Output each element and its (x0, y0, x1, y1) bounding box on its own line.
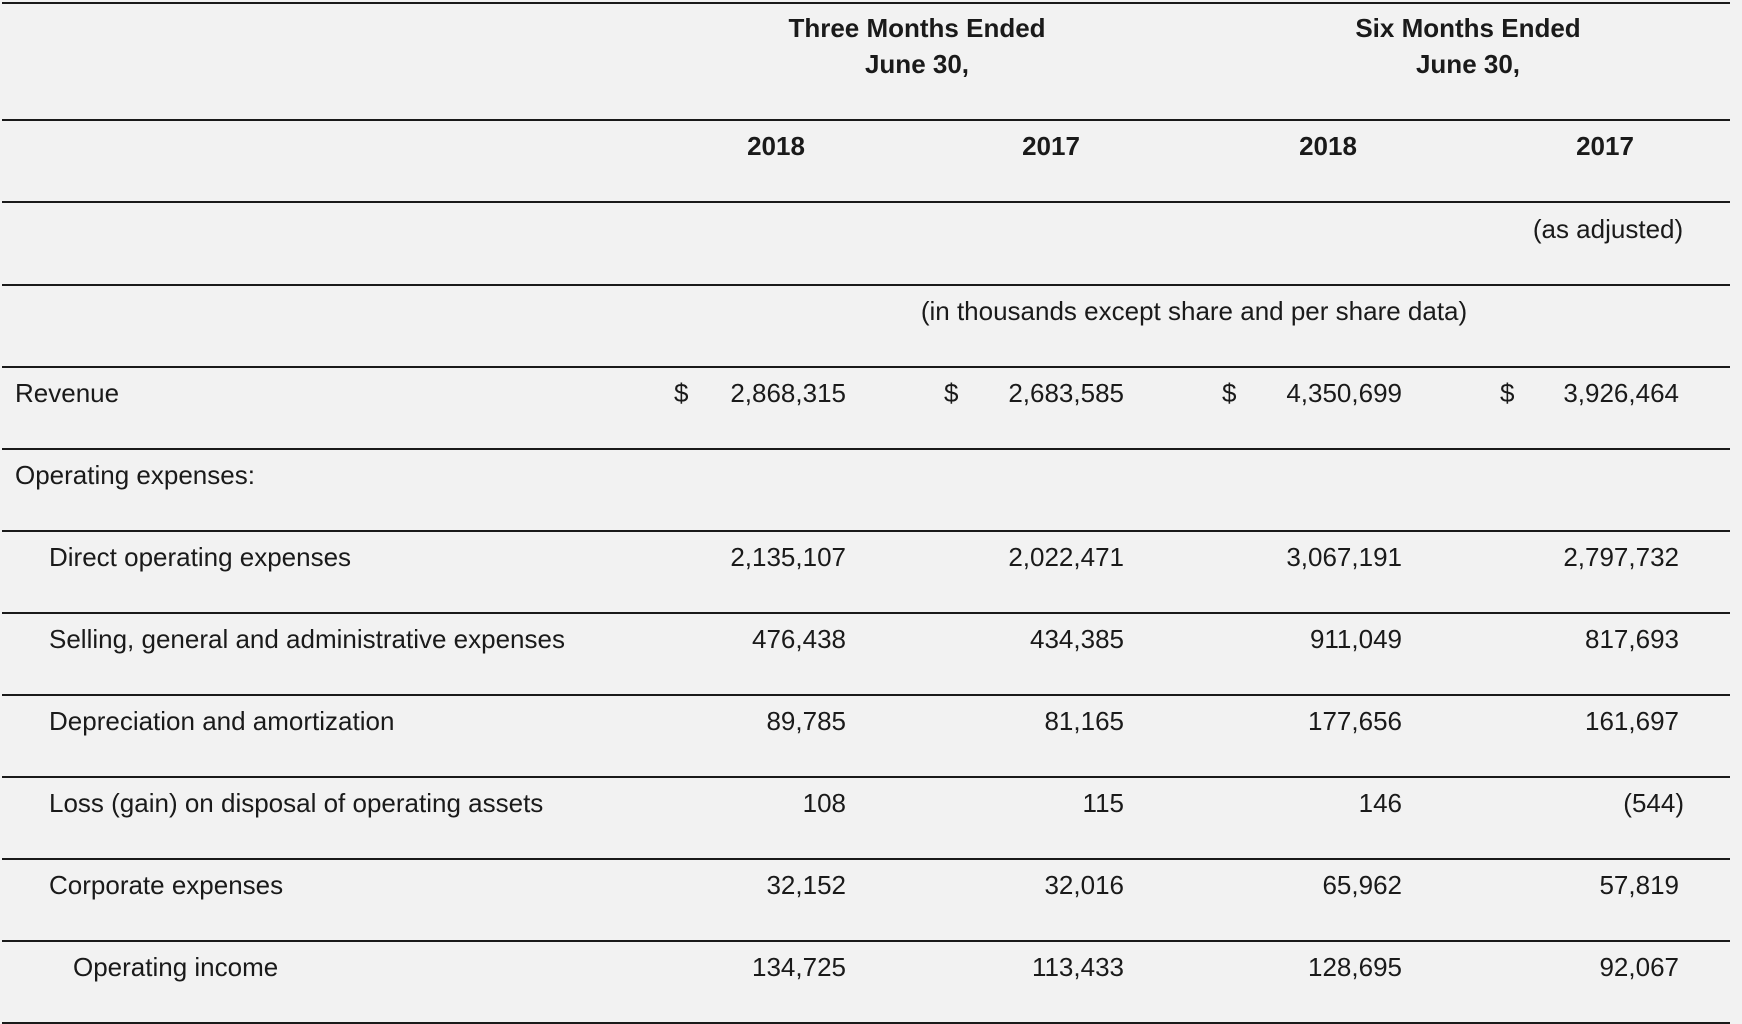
row-divider (2, 940, 1730, 942)
loss-gain-h-2017: (544) (1623, 788, 1684, 818)
operating-income-q-2017: 113,433 (1031, 952, 1124, 982)
operating-expenses-heading: Operating expenses: (15, 460, 255, 490)
corporate-q-2017: 32,016 (1044, 870, 1124, 900)
revenue-h-2018: 4,350,699 (1286, 378, 1402, 408)
operating-income-q-2018: 134,725 (752, 952, 846, 982)
revenue-q-2018: 2,868,315 (730, 378, 846, 408)
revenue-h-2017: 3,926,464 (1563, 378, 1679, 408)
depreciation-q-2018: 89,785 (766, 706, 846, 736)
three-months-header-line1: Three Months Ended (788, 13, 1046, 43)
row-label-sga: Selling, general and administrative expe… (49, 624, 565, 654)
row-label-operating-income: Operating income (73, 952, 279, 982)
year-header-h-2018: 2018 (1299, 131, 1357, 161)
row-divider (2, 366, 1730, 368)
direct-operating-h-2017: 2,797,732 (1563, 542, 1679, 572)
revenue-q-2017: 2,683,585 (1008, 378, 1124, 408)
sga-h-2018: 911,049 (1309, 624, 1402, 654)
loss-gain-q-2017: 115 (1082, 788, 1124, 818)
row-divider (2, 694, 1730, 696)
currency-symbol: $ (1222, 378, 1237, 408)
corporate-h-2017: 57,819 (1599, 870, 1679, 900)
row-divider (2, 448, 1730, 450)
row-label-depreciation: Depreciation and amortization (49, 706, 395, 736)
depreciation-h-2017: 161,697 (1585, 706, 1679, 736)
sga-q-2017: 434,385 (1030, 624, 1124, 654)
direct-operating-q-2017: 2,022,471 (1008, 542, 1124, 572)
loss-gain-q-2018: 108 (802, 788, 846, 818)
depreciation-q-2017: 81,165 (1044, 706, 1124, 736)
row-divider (2, 201, 1730, 203)
sga-q-2018: 476,438 (752, 624, 846, 654)
depreciation-h-2018: 177,656 (1308, 706, 1402, 736)
row-divider (2, 530, 1730, 532)
table-top-rule (2, 2, 1730, 4)
row-label-direct-operating: Direct operating expenses (49, 542, 352, 572)
direct-operating-h-2018: 3,067,191 (1286, 542, 1402, 572)
six-months-header-line2: June 30, (1415, 49, 1521, 79)
row-divider (2, 858, 1730, 860)
corporate-h-2018: 65,962 (1322, 870, 1402, 900)
three-months-header-line2: June 30, (864, 49, 970, 79)
row-label-revenue: Revenue (15, 378, 120, 408)
loss-gain-h-2018: 146 (1358, 788, 1402, 818)
currency-symbol: $ (1500, 378, 1515, 408)
row-divider (2, 284, 1730, 286)
year-header-q-2018: 2018 (747, 131, 805, 161)
corporate-q-2018: 32,152 (766, 870, 846, 900)
row-label-corporate: Corporate expenses (49, 870, 284, 900)
direct-operating-q-2018: 2,135,107 (730, 542, 846, 572)
row-divider (2, 612, 1730, 614)
year-header-q-2017: 2017 (1022, 131, 1080, 161)
sga-h-2017: 817,693 (1585, 624, 1679, 654)
six-months-header-line1: Six Months Ended (1355, 13, 1581, 43)
row-divider (2, 119, 1730, 121)
currency-symbol: $ (944, 378, 959, 408)
year-header-h-2017: 2017 (1576, 131, 1634, 161)
table-bottom-rule (2, 1022, 1730, 1024)
row-label-loss-gain: Loss (gain) on disposal of operating ass… (49, 788, 544, 818)
operating-income-h-2018: 128,695 (1308, 952, 1402, 982)
row-divider (2, 776, 1730, 778)
operating-income-h-2017: 92,067 (1599, 952, 1679, 982)
as-adjusted-note: (as adjusted) (1532, 214, 1684, 244)
currency-symbol: $ (674, 378, 689, 408)
units-note: (in thousands except share and per share… (920, 296, 1468, 326)
